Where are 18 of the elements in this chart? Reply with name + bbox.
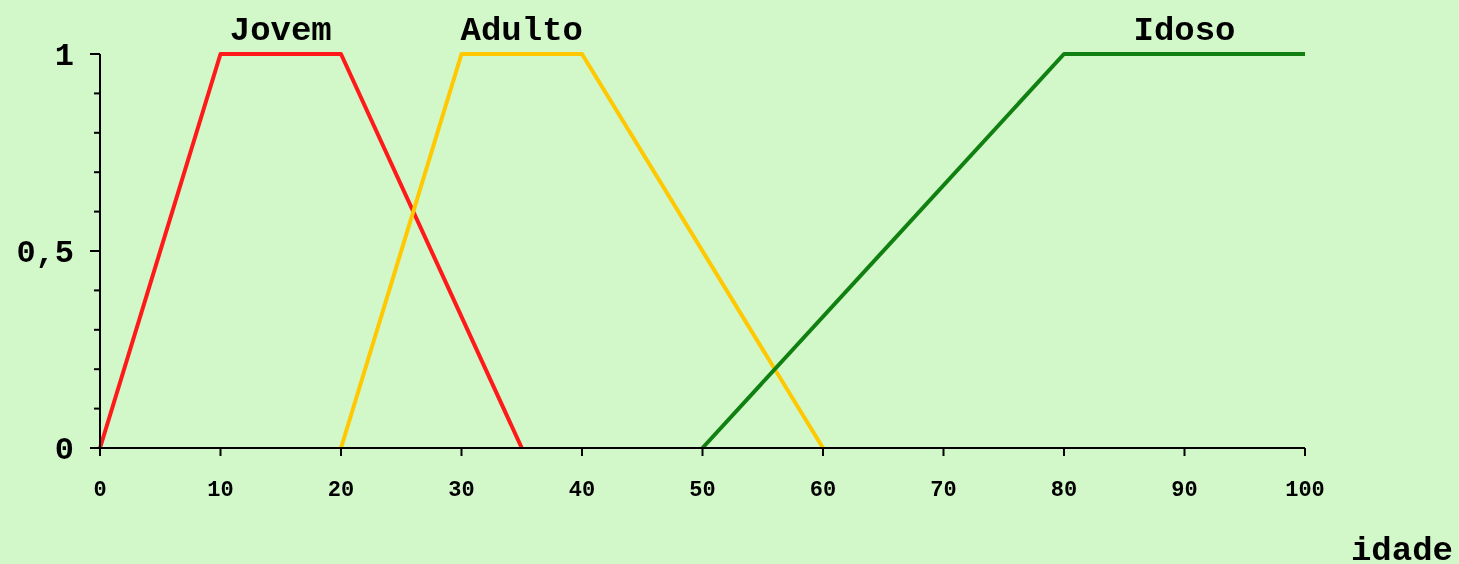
x-axis-title: idade <box>1350 532 1453 564</box>
x-tick-label: 30 <box>448 478 475 503</box>
x-tick-label: 90 <box>1171 478 1198 503</box>
x-tick-label: 10 <box>207 478 234 503</box>
x-tick-label: 50 <box>689 478 716 503</box>
x-tick-label: 60 <box>809 478 837 503</box>
y-tick-label: 0,5 <box>16 235 74 272</box>
y-tick-label: 0 <box>54 432 74 469</box>
series-label: Adulto <box>460 12 583 50</box>
series-label: Jovem <box>229 12 332 50</box>
series-label: Idoso <box>1133 12 1236 50</box>
x-tick-label: 80 <box>1050 478 1078 503</box>
x-tick-label: 20 <box>327 478 355 503</box>
x-tick-label: 0 <box>93 478 107 503</box>
x-tick-label: 100 <box>1285 478 1325 503</box>
x-tick-label: 70 <box>930 478 957 503</box>
x-tick-label: 40 <box>568 478 596 503</box>
y-tick-label: 1 <box>54 38 74 75</box>
